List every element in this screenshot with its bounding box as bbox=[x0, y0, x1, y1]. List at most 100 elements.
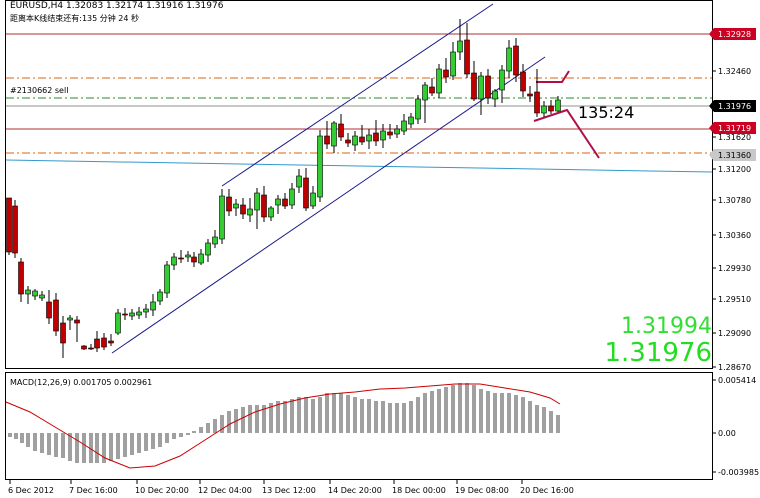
candle bbox=[219, 189, 225, 244]
macd-bar bbox=[130, 433, 134, 455]
candle-body bbox=[464, 39, 470, 75]
price-axis-label: 1.30780 bbox=[718, 196, 751, 205]
order-line-label: #2130662 sell bbox=[10, 86, 69, 95]
candle bbox=[499, 65, 505, 103]
candle-body bbox=[39, 294, 45, 299]
candle bbox=[408, 113, 414, 128]
candle bbox=[261, 186, 267, 222]
candle-body bbox=[317, 135, 323, 198]
candle bbox=[150, 294, 156, 316]
candle bbox=[443, 58, 449, 83]
candle-body bbox=[129, 312, 135, 317]
drawing-objects[interactable] bbox=[5, 3, 713, 354]
candle bbox=[373, 120, 379, 146]
price-axis-label: 1.31719 bbox=[718, 124, 751, 133]
time-axis-label: 12 Dec 04:00 bbox=[198, 486, 252, 495]
candle bbox=[345, 133, 351, 147]
candle bbox=[520, 64, 526, 97]
candle bbox=[303, 168, 309, 211]
candle bbox=[310, 186, 316, 209]
candle-body bbox=[247, 208, 253, 216]
candle bbox=[233, 199, 239, 216]
candle-body bbox=[436, 68, 442, 94]
candle-body bbox=[366, 134, 372, 142]
chart-symbol-info: EURUSD,H4 1.32083 1.32174 1.31916 1.3197… bbox=[10, 1, 224, 11]
macd-bar bbox=[535, 405, 539, 433]
macd-bar bbox=[137, 433, 141, 453]
candle bbox=[88, 344, 94, 350]
candle-body bbox=[46, 301, 52, 319]
candle bbox=[359, 125, 365, 145]
candle-body bbox=[32, 290, 38, 297]
macd-bar bbox=[556, 415, 560, 433]
candle bbox=[39, 291, 45, 301]
candle-body bbox=[331, 122, 337, 147]
candle-body bbox=[60, 322, 66, 344]
macd-bar bbox=[241, 407, 245, 433]
candle bbox=[129, 309, 135, 320]
candle-body bbox=[136, 311, 142, 316]
candle bbox=[143, 304, 149, 318]
price-axis-label: 1.32928 bbox=[718, 30, 751, 39]
macd-bar bbox=[507, 393, 511, 433]
macd-bar bbox=[227, 411, 231, 433]
macd-bar bbox=[493, 393, 497, 433]
candle bbox=[136, 307, 142, 319]
chart-timer-info: 距离本K线结束还有:135 分钟 24 秒 bbox=[10, 14, 140, 23]
price-axis-label: 1.29090 bbox=[718, 329, 751, 338]
channel-lower-line bbox=[111, 56, 546, 354]
macd-bar bbox=[367, 399, 371, 433]
candle-body bbox=[485, 75, 491, 99]
candle-body bbox=[53, 299, 59, 332]
macd-bar bbox=[179, 433, 183, 437]
candle-body bbox=[74, 319, 80, 324]
macd-bar bbox=[102, 433, 106, 463]
candle bbox=[338, 114, 344, 141]
candle-body bbox=[101, 337, 107, 348]
candle-body bbox=[178, 257, 184, 260]
candlestick-series bbox=[6, 19, 561, 358]
candle-body bbox=[164, 264, 170, 294]
candle bbox=[12, 200, 18, 258]
candle bbox=[555, 96, 561, 112]
candle bbox=[289, 183, 295, 209]
moving-average-line bbox=[5, 159, 713, 173]
candle-body bbox=[541, 105, 547, 114]
candle bbox=[324, 121, 330, 149]
candle-body bbox=[548, 105, 554, 112]
macd-bar bbox=[14, 433, 18, 439]
candle-body bbox=[527, 93, 533, 97]
candle-body bbox=[534, 91, 540, 114]
macd-pane-frame bbox=[5, 372, 713, 480]
macd-bar bbox=[255, 405, 259, 433]
macd-bar bbox=[311, 399, 315, 433]
price-tag bbox=[714, 149, 756, 161]
candle bbox=[513, 38, 519, 82]
candle bbox=[157, 289, 163, 305]
candle bbox=[164, 261, 170, 298]
candle-body bbox=[18, 261, 24, 295]
candle-body bbox=[408, 116, 414, 125]
last-price-display: 1.31976 bbox=[604, 338, 712, 368]
macd-bar bbox=[318, 397, 322, 433]
candle bbox=[527, 86, 533, 102]
macd-bar bbox=[472, 385, 476, 433]
candle bbox=[198, 249, 204, 265]
candle-body bbox=[520, 71, 526, 92]
candle-body bbox=[233, 203, 239, 209]
time-axis: 6 Dec 2012 7 Dec 16:00 10 Dec 20:00 12 Dec … bbox=[8, 480, 574, 495]
macd-bar bbox=[165, 433, 169, 443]
time-axis-label: 18 Dec 00:00 bbox=[392, 486, 446, 495]
candle-body bbox=[282, 198, 288, 207]
time-axis-label: 6 Dec 2012 bbox=[8, 486, 54, 495]
price-axis-label: 1.29510 bbox=[718, 295, 751, 304]
candle bbox=[534, 69, 540, 117]
candle-body bbox=[261, 194, 267, 218]
macd-bar bbox=[262, 405, 266, 433]
macd-indicator-label: MACD(12,26,9) 0.001705 0.002961 bbox=[10, 378, 153, 387]
candle bbox=[191, 252, 197, 267]
time-axis-label: 7 Dec 16:00 bbox=[69, 486, 118, 495]
macd-bar bbox=[346, 395, 350, 433]
